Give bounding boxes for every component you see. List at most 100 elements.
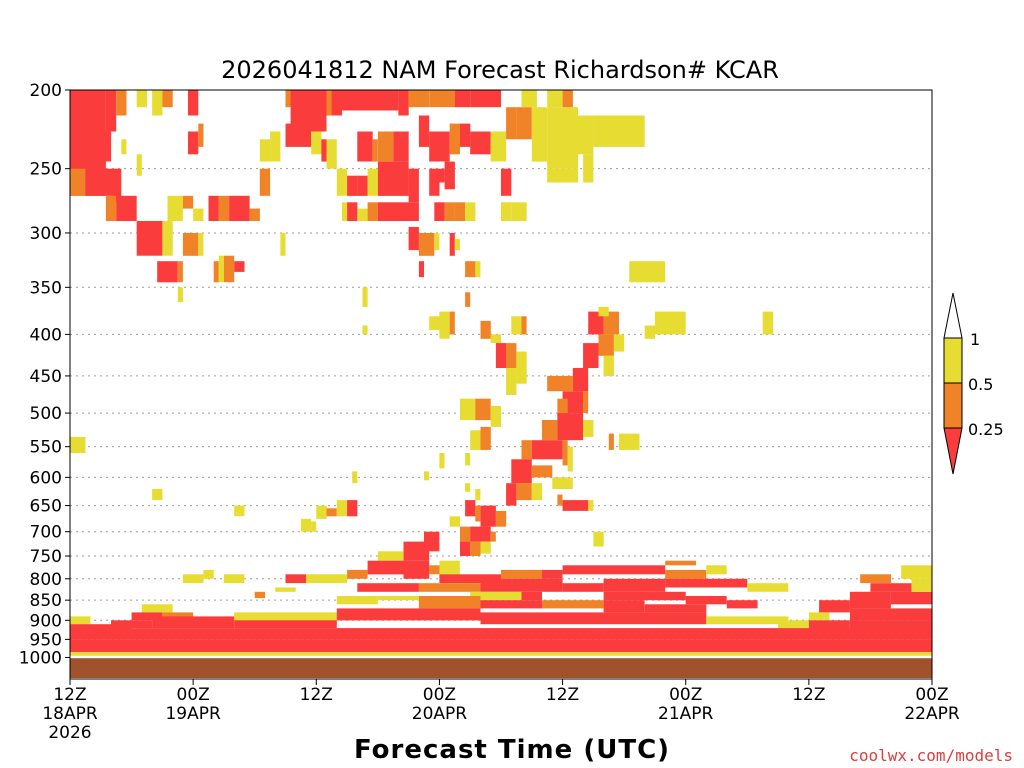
ri-cell: [444, 161, 455, 190]
ri-cell: [460, 541, 471, 556]
ri-cell: [439, 560, 460, 575]
ri-cell: [152, 90, 163, 116]
ri-cell: [644, 604, 707, 613]
ri-cell: [336, 500, 348, 517]
ri-cell: [162, 612, 194, 621]
ri-cell: [603, 600, 645, 613]
ri-cell: [326, 139, 337, 169]
ri-cell: [583, 391, 589, 414]
ground-layer: [70, 658, 932, 678]
ri-cell: [259, 168, 271, 196]
ri-cell: [367, 202, 378, 221]
ri-cell: [198, 123, 204, 147]
x-tick-label: 12Z: [546, 685, 579, 705]
ri-cell: [111, 168, 122, 203]
ri-cell: [249, 208, 260, 221]
ri-cell: [259, 139, 271, 162]
ri-cell: [665, 569, 707, 579]
y-tick-label: 750: [30, 547, 62, 567]
ri-cell: [182, 195, 194, 209]
ri-cell: [542, 420, 558, 441]
x-tick-label: 00Z: [423, 685, 456, 705]
y-tick-label: 350: [30, 278, 62, 298]
ri-cell: [418, 583, 481, 592]
ri-cell: [188, 90, 199, 116]
y-tick-label: 800: [30, 570, 62, 590]
ri-cell: [429, 316, 440, 330]
ri-cell: [685, 596, 727, 605]
ri-cell: [578, 115, 594, 155]
ri-cell: [454, 238, 460, 251]
ri-cell: [408, 227, 419, 251]
ri-cell: [234, 612, 337, 625]
ri-cell: [254, 591, 265, 599]
ri-cell: [557, 413, 584, 441]
ri-cell: [116, 195, 137, 221]
ri-cell: [619, 433, 640, 450]
ri-cell: [439, 453, 445, 469]
ri-cell: [270, 131, 281, 162]
ri-cell: [475, 488, 481, 501]
ri-cell: [403, 560, 430, 579]
ri-cell: [311, 521, 317, 532]
ri-cell: [583, 154, 594, 183]
ri-cell: [547, 107, 578, 169]
x-tick-label: 00Z: [915, 685, 948, 705]
ri-cell: [531, 465, 553, 478]
y-tick-label: 450: [30, 367, 62, 387]
ri-cell: [223, 574, 245, 584]
y-tick-label: 300: [30, 224, 62, 244]
ri-cell: [465, 202, 476, 221]
ri-cell: [393, 131, 409, 162]
ri-cell: [470, 90, 501, 108]
ri-cell: [490, 405, 501, 427]
y-tick-label: 850: [30, 591, 62, 611]
x-axis-label: Forecast Time (UTC): [354, 735, 670, 765]
ri-cell: [105, 195, 117, 221]
ri-cell: [439, 168, 445, 183]
legend-label-1: 1: [970, 330, 980, 349]
ri-cell: [367, 560, 404, 575]
ri-cell: [429, 168, 440, 196]
ri-cell: [213, 261, 219, 283]
ri-cell: [326, 90, 337, 116]
ri-cell: [285, 123, 312, 147]
ri-cell: [336, 608, 481, 621]
ri-cell: [377, 551, 404, 561]
ri-cell: [377, 596, 419, 601]
ri-cell: [808, 612, 830, 621]
ri-cell: [234, 261, 245, 272]
ri-cell: [490, 334, 501, 344]
legend-label-05: 0.5: [968, 375, 993, 394]
ri-cell: [280, 233, 286, 256]
ri-cell: [311, 131, 322, 155]
ri-cell: [542, 600, 604, 609]
ri-cell: [819, 600, 850, 613]
ri-cell: [778, 620, 809, 628]
ri-cell: [418, 261, 424, 278]
ri-cell: [70, 628, 932, 640]
ri-cell: [326, 508, 337, 517]
ri-cell: [506, 368, 517, 395]
ri-cell: [449, 516, 460, 527]
x-tick-label: 2026: [48, 723, 91, 743]
ri-cell: [218, 195, 230, 221]
ri-cell: [747, 583, 789, 592]
ri-cell: [511, 202, 527, 221]
ri-cell: [275, 587, 296, 592]
ri-cell: [608, 433, 614, 450]
ri-cell: [177, 261, 183, 283]
ri-cell: [434, 202, 445, 221]
ri-cell: [490, 131, 507, 162]
ri-cell: [424, 471, 430, 481]
ri-cell: [465, 500, 476, 517]
ri-cell: [223, 255, 235, 283]
ri-cell: [644, 325, 655, 339]
ri-cell: [470, 526, 491, 542]
ri-cell: [234, 505, 245, 514]
ri-cell: [849, 620, 932, 632]
ri-cell: [336, 90, 399, 111]
ri-cell: [347, 175, 358, 196]
ri-cell: [465, 483, 471, 492]
ri-cell: [516, 483, 532, 501]
